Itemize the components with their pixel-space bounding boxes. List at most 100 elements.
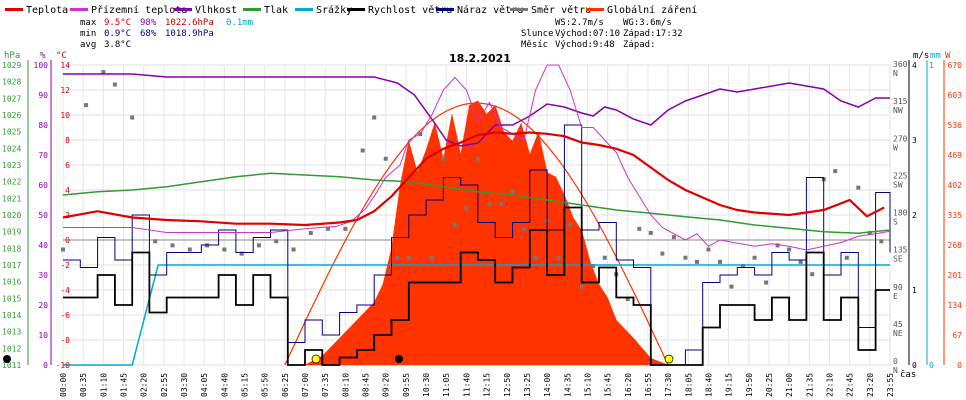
axis-tick-temp: 12 bbox=[60, 86, 70, 95]
legend: Teplota Přízemní teplota Vlhkost Tlak Sr… bbox=[5, 4, 697, 16]
axis-tick-wm2: 268 bbox=[948, 241, 963, 250]
axis-tick-temp: 14 bbox=[60, 61, 70, 70]
wind-direction-point bbox=[326, 226, 331, 231]
wind-direction-point bbox=[239, 251, 244, 256]
wind-direction-point bbox=[372, 115, 377, 120]
axis-tick-hpa: 1013 bbox=[2, 328, 21, 337]
stat-max-temp: 9.5°C bbox=[104, 18, 131, 28]
wind-direction-point bbox=[879, 239, 884, 244]
legend-item-tlak: Tlak bbox=[243, 5, 288, 16]
info-moon-rise: Východ:9:48 bbox=[555, 40, 615, 50]
wind-direction-point bbox=[510, 189, 515, 194]
x-tick-label: 07:35 bbox=[321, 373, 330, 397]
axis-tick-wm2: 536 bbox=[948, 121, 963, 130]
wind-direction-point bbox=[867, 231, 872, 235]
wind-direction-point bbox=[648, 231, 653, 235]
x-tick-label: 23:20 bbox=[866, 373, 875, 397]
x-tick-label: 20:25 bbox=[765, 373, 774, 397]
sunset-marker-icon bbox=[664, 354, 674, 364]
axis-tick-pct: 70 bbox=[38, 151, 48, 160]
axis-unit-ms: m/s bbox=[913, 51, 929, 61]
axis-tick-pct: 80 bbox=[38, 121, 48, 130]
axis-tick-temp: -10 bbox=[56, 361, 71, 370]
x-tick-label: 17:30 bbox=[664, 373, 673, 397]
series-line-naraz-vetru bbox=[63, 124, 891, 366]
legend-item-naraz-vetru: Náraz větru bbox=[436, 4, 523, 16]
axis-unit-w: W bbox=[945, 51, 951, 61]
wind-direction-point bbox=[452, 222, 457, 227]
stat-max-pressure: 1022.6hPa bbox=[165, 18, 214, 28]
wind-direction-point bbox=[84, 103, 89, 108]
series-line-vlhkost bbox=[63, 73, 890, 147]
x-tick-label: 05:15 bbox=[241, 373, 250, 397]
series-line-prizemni-teplota bbox=[63, 64, 891, 251]
axis-tick-dir: S bbox=[893, 218, 898, 227]
axis-unit-mm: mm bbox=[930, 51, 941, 61]
stats-block: max 9.5°C 98% 1022.6hPa 0.1mm min 0.9°C … bbox=[80, 18, 253, 50]
axis-tick-hpa: 1016 bbox=[2, 278, 21, 287]
wind-direction-point bbox=[153, 239, 158, 244]
series-line-srazky bbox=[63, 264, 890, 366]
wind-direction-point bbox=[395, 255, 400, 260]
axis-tick-wm2: 0 bbox=[957, 361, 962, 370]
radiation-series bbox=[304, 100, 669, 366]
x-tick-label: 15:45 bbox=[604, 373, 613, 397]
axis-tick-hpa: 1018 bbox=[2, 244, 21, 253]
stat-avg-temp: 3.8°C bbox=[104, 40, 131, 50]
axis-tick-wm2: 603 bbox=[948, 91, 963, 100]
chart-title: 18.2.2021 bbox=[449, 52, 511, 65]
x-tick-label: 21:00 bbox=[785, 373, 794, 397]
x-tick-label: 02:55 bbox=[160, 373, 169, 397]
wind-direction-point bbox=[464, 206, 469, 211]
axis-tick-ms: 4 bbox=[912, 61, 917, 70]
info-wg: WG:3.6m/s bbox=[623, 18, 672, 28]
info-ws: WS:2.7m/s bbox=[555, 18, 604, 28]
axis-tick-dir: 225 bbox=[893, 171, 908, 180]
series-line-tlak bbox=[62, 172, 891, 235]
axis-tick-hpa: 1011 bbox=[2, 361, 21, 370]
legend-label-globalni-zareni: Globální záření bbox=[607, 4, 697, 16]
legend-item-teplota: Teplota bbox=[5, 5, 68, 16]
x-tick-label: 09:55 bbox=[402, 373, 411, 397]
wind-direction-point bbox=[498, 202, 503, 207]
x-tick-label: 23:55 bbox=[886, 373, 895, 397]
axis-tick-temp: 4 bbox=[65, 186, 70, 195]
axis-tick-dir: NE bbox=[893, 329, 903, 338]
wind-direction-point bbox=[383, 156, 388, 161]
x-tick-label: 18:40 bbox=[704, 373, 713, 397]
legend-label-naraz-vetru: Náraz větru bbox=[457, 4, 523, 16]
wind-direction-point bbox=[833, 169, 838, 174]
x-tick-label: 12:50 bbox=[503, 373, 512, 397]
info-moon-label: Měsíc bbox=[521, 40, 548, 50]
info-block: WS:2.7m/s WG:3.6m/s Slunce Východ:07:10 … bbox=[521, 18, 683, 50]
x-tick-label: 03:30 bbox=[180, 373, 189, 397]
x-tick-label: 12:15 bbox=[483, 373, 492, 397]
legend-label-prizemni-teplota: Přízemní teplota bbox=[91, 4, 187, 16]
axis-label-time: čas bbox=[900, 369, 916, 380]
x-tick-label: 06:25 bbox=[281, 373, 290, 397]
stat-min-label: min bbox=[80, 29, 96, 39]
sun-curve bbox=[284, 102, 669, 366]
axis-tick-hpa: 1017 bbox=[2, 261, 21, 270]
wind-direction-point bbox=[556, 255, 561, 260]
axis-tick-ms: 2 bbox=[912, 211, 917, 220]
x-tick-label: 14:00 bbox=[543, 373, 552, 397]
info-moon-set: Západ: bbox=[623, 40, 656, 50]
axis-tick-hpa: 1012 bbox=[2, 344, 21, 353]
x-tick-label: 00:35 bbox=[79, 373, 88, 397]
wind-direction-point bbox=[308, 231, 313, 235]
axis-tick-temp: 6 bbox=[65, 161, 70, 170]
x-tick-label: 08:10 bbox=[341, 373, 350, 397]
axis-tick-ms: 1 bbox=[912, 286, 917, 295]
axis-unit-pct: % bbox=[40, 51, 46, 61]
axis-tick-dir: 180 bbox=[893, 209, 908, 218]
wind-direction-point bbox=[187, 247, 192, 252]
x-tick-label: 18:05 bbox=[684, 373, 693, 397]
axis-tick-dir: NW bbox=[893, 106, 903, 115]
x-tick-label: 04:05 bbox=[200, 373, 209, 397]
axis-tick-dir: E bbox=[893, 292, 898, 301]
wind-direction-point bbox=[429, 255, 434, 260]
x-tick-label: 07:00 bbox=[301, 373, 310, 397]
axis-tick-hpa: 1022 bbox=[2, 178, 21, 187]
